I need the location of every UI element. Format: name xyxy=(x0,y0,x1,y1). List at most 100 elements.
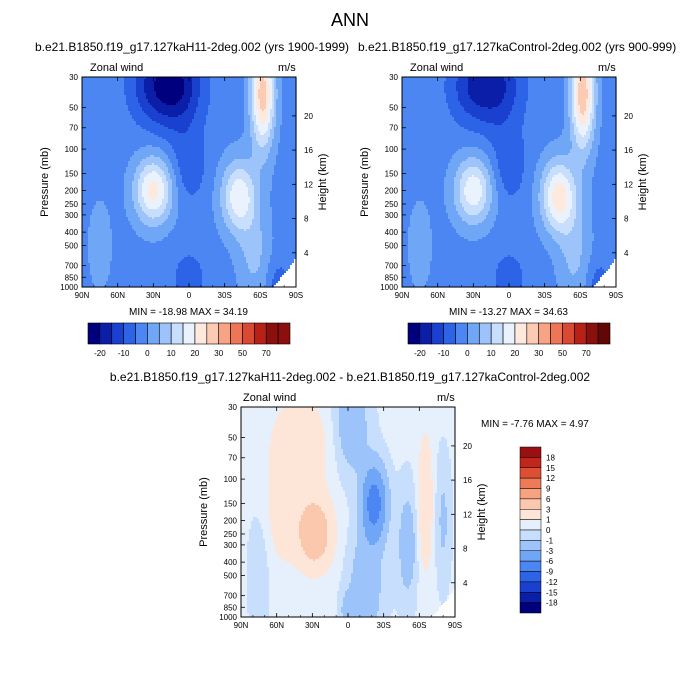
contour-cell xyxy=(580,259,591,262)
contour-cell xyxy=(592,207,617,210)
contour-cell xyxy=(600,133,617,136)
contour-cell xyxy=(262,165,275,168)
contour-cell xyxy=(494,173,501,176)
contour-cell xyxy=(220,195,227,198)
contour-cell xyxy=(351,581,382,584)
contour-cell xyxy=(574,225,583,228)
contour-cell xyxy=(146,203,163,206)
colorbar-swatch xyxy=(519,488,542,500)
contour-cell xyxy=(337,463,350,466)
contour-cell xyxy=(550,223,575,226)
contour-cell xyxy=(252,119,257,122)
contour-cell xyxy=(454,195,461,198)
contour-cell xyxy=(269,465,326,468)
contour-cell xyxy=(247,545,266,548)
contour-cell xyxy=(430,265,499,268)
contour-cell xyxy=(343,563,354,566)
contour-cell xyxy=(419,455,432,458)
contour-cell xyxy=(582,229,593,232)
contour-cell xyxy=(441,541,446,544)
contour-cell xyxy=(262,237,275,240)
contour-cell xyxy=(498,161,525,164)
contour-cell xyxy=(241,599,248,602)
contour-cell xyxy=(574,89,577,92)
contour-cell xyxy=(260,87,267,90)
contour-cell xyxy=(325,459,336,462)
contour-cell xyxy=(596,123,603,126)
contour-cell xyxy=(421,555,432,558)
contour-cell xyxy=(451,461,456,464)
contour-cell xyxy=(402,215,411,218)
contour-cell xyxy=(437,587,450,590)
contour-cell xyxy=(419,569,426,572)
contour-cell xyxy=(524,139,555,142)
contour-cell xyxy=(379,513,386,516)
contour-cell xyxy=(247,605,270,608)
contour-cell xyxy=(419,481,434,484)
contour-cell xyxy=(168,157,177,160)
contour-cell xyxy=(144,181,153,184)
contour-cell xyxy=(273,539,302,542)
contour-cell xyxy=(402,193,445,196)
contour-cell xyxy=(82,111,131,114)
contour-cell xyxy=(544,191,549,194)
contour-cell xyxy=(524,153,541,156)
contour-cell xyxy=(136,87,145,90)
contour-cell xyxy=(588,109,593,112)
contour-cell xyxy=(256,85,261,88)
contour-cell xyxy=(82,249,89,252)
contour-cell xyxy=(212,199,221,202)
contour-cell xyxy=(606,271,617,274)
contour-cell xyxy=(582,211,593,214)
contour-cell xyxy=(266,103,269,106)
contour-cell xyxy=(580,255,591,258)
contour-cell xyxy=(246,229,261,232)
contour-cell xyxy=(454,203,463,206)
contour-cell xyxy=(435,541,442,544)
contour-cell xyxy=(447,507,454,510)
contour-cell xyxy=(124,195,133,198)
contour-cell xyxy=(272,235,297,238)
contour-cell xyxy=(554,205,567,208)
contour-cell xyxy=(462,173,483,176)
contour-cell xyxy=(526,109,565,112)
contour-cell xyxy=(566,191,573,194)
contour-cell xyxy=(112,255,189,258)
contour-cell xyxy=(347,589,382,592)
contour-cell xyxy=(598,281,617,284)
contour-cell xyxy=(486,199,493,202)
contour-cell xyxy=(357,485,364,488)
contour-cell xyxy=(369,489,380,492)
contour-cell xyxy=(206,121,245,124)
contour-cell xyxy=(598,151,617,154)
contour-cell xyxy=(592,203,617,206)
contour-cell xyxy=(246,259,261,262)
contour-cell xyxy=(410,219,431,222)
contour-cell xyxy=(456,81,469,84)
contour-cell xyxy=(538,161,549,164)
contour-cell xyxy=(82,195,125,198)
contour-cell xyxy=(556,219,567,222)
contour-cell xyxy=(172,193,179,196)
contour-cell xyxy=(586,119,591,122)
contour-cell xyxy=(419,561,424,564)
contour-cell xyxy=(456,229,491,232)
contour-cell xyxy=(146,175,161,178)
contour-cell xyxy=(377,541,388,544)
contour-cell xyxy=(82,149,139,152)
contour-cell xyxy=(576,117,579,120)
contour-cell xyxy=(532,189,541,192)
contour-cell xyxy=(433,497,436,500)
contour-cell xyxy=(349,507,358,510)
contour-cell xyxy=(484,203,491,206)
contour-cell xyxy=(402,229,409,232)
contour-cell xyxy=(126,211,137,214)
contour-cell xyxy=(132,227,175,230)
contour-cell xyxy=(241,511,270,514)
contour-cell xyxy=(82,183,125,186)
contour-cell xyxy=(325,549,336,552)
contour-cell xyxy=(402,185,445,188)
contour-cell xyxy=(192,87,201,90)
contour-cell xyxy=(275,421,324,424)
contour-cell xyxy=(576,77,581,80)
